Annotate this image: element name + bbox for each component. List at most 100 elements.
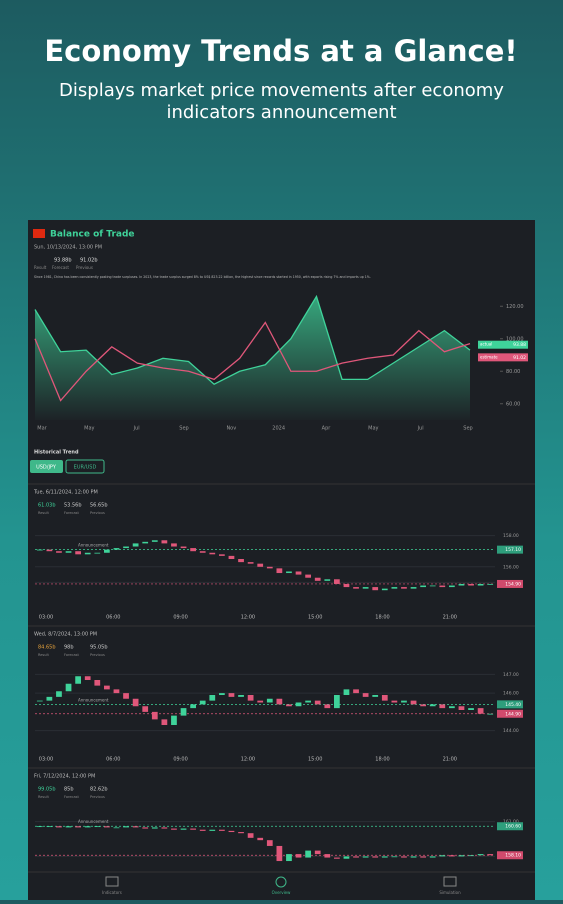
candle — [391, 587, 398, 589]
candle — [151, 540, 158, 542]
x-tick-label: 15:00 — [308, 615, 322, 621]
candle — [56, 551, 62, 553]
panel-label: Forecast — [64, 795, 79, 799]
nav-label[interactable]: Indicators — [102, 890, 122, 895]
candle — [257, 700, 264, 703]
phone-screen — [28, 220, 535, 900]
candle — [238, 832, 244, 834]
candle — [324, 854, 331, 858]
x-tick-label: Sep — [179, 426, 188, 432]
x-tick-label: 12:00 — [241, 757, 255, 763]
nav-icon[interactable] — [275, 876, 287, 888]
candle — [439, 585, 446, 588]
candle — [487, 583, 494, 585]
indicator-date: Sun, 10/13/2024, 13:00 PM — [34, 245, 102, 251]
price-tag-label: 144.90 — [505, 711, 521, 717]
candle — [334, 579, 340, 584]
tab[interactable]: USD/JPY — [36, 465, 57, 471]
tab-inactive[interactable] — [65, 459, 105, 474]
candle — [104, 685, 110, 690]
candle — [314, 700, 321, 705]
candle — [362, 693, 369, 697]
candle — [257, 837, 264, 841]
candle — [343, 689, 350, 695]
x-tick-label: 21:00 — [443, 615, 457, 621]
candle — [410, 856, 417, 858]
candle — [381, 856, 388, 858]
candle — [190, 828, 196, 830]
candle — [305, 574, 311, 578]
label: Result — [34, 265, 47, 270]
candle — [132, 826, 139, 828]
legend-box — [478, 340, 528, 349]
candle — [219, 554, 225, 556]
candle — [439, 855, 446, 857]
candle — [295, 702, 302, 707]
candle — [46, 549, 53, 552]
announcement-label: Announcement — [78, 697, 109, 702]
panel-label: Forecast — [64, 511, 79, 515]
tab-active[interactable] — [30, 460, 63, 473]
area — [35, 296, 470, 420]
panel-label: Result — [38, 511, 49, 515]
announcement-label: Announcement — [78, 543, 109, 548]
candle — [56, 691, 62, 697]
nav-label[interactable]: Overview — [272, 890, 292, 895]
candle — [439, 704, 446, 709]
result: 93.88b — [54, 258, 72, 264]
y-tick-label: 158.00 — [503, 533, 519, 539]
candle — [46, 696, 53, 701]
x-tick-label: 06:00 — [106, 615, 120, 621]
candle — [343, 856, 350, 859]
candle — [209, 552, 216, 555]
panel-value: 95.05b — [90, 645, 108, 651]
candle — [343, 583, 350, 588]
candle — [94, 826, 101, 828]
series-line — [34, 294, 471, 386]
panel-label: Result — [38, 653, 49, 657]
candle — [190, 704, 196, 709]
nav-icon[interactable] — [443, 876, 457, 887]
candle — [180, 828, 187, 830]
price-tag — [497, 709, 523, 718]
candle — [94, 552, 101, 554]
candle — [334, 857, 340, 859]
price-tag-label: 158.10 — [505, 853, 521, 859]
panel-label: Result — [38, 795, 49, 799]
candle — [84, 676, 91, 680]
candle — [324, 704, 331, 709]
price-tag-label: 160.60 — [505, 824, 521, 830]
candle — [113, 548, 120, 550]
x-tick-label: May — [84, 426, 94, 432]
candle — [104, 549, 110, 553]
price-tag — [497, 545, 523, 554]
nav-label[interactable]: Simulation — [439, 890, 461, 895]
panel-value: 99.05b — [38, 787, 56, 793]
candle — [180, 546, 187, 549]
candle — [161, 719, 168, 725]
x-tick-label: Apr — [322, 426, 332, 432]
candle — [477, 583, 484, 586]
candle — [429, 704, 436, 707]
candle — [468, 583, 474, 586]
candle — [75, 551, 81, 555]
panel-label: Previous — [90, 795, 105, 799]
candle — [84, 552, 91, 555]
indicator-name: Balance of Trade — [50, 230, 135, 240]
candle — [151, 827, 158, 829]
x-tick-label: 21:00 — [443, 757, 457, 763]
x-tick-label: 18:00 — [375, 615, 389, 621]
nav-icon[interactable] — [105, 876, 119, 887]
candle — [286, 571, 292, 574]
candle — [305, 700, 311, 703]
x-tick-label: Nov — [226, 426, 236, 432]
candle — [65, 683, 72, 692]
y-tick-label: 60.00 — [506, 401, 520, 407]
candle — [36, 826, 43, 828]
candle — [401, 700, 407, 703]
candle — [132, 543, 139, 547]
tab[interactable]: EUR/USD — [74, 465, 97, 471]
panel-date: Tue, 6/11/2024, 12:00 PM — [33, 490, 98, 496]
candle — [36, 700, 43, 702]
candle — [353, 856, 359, 858]
